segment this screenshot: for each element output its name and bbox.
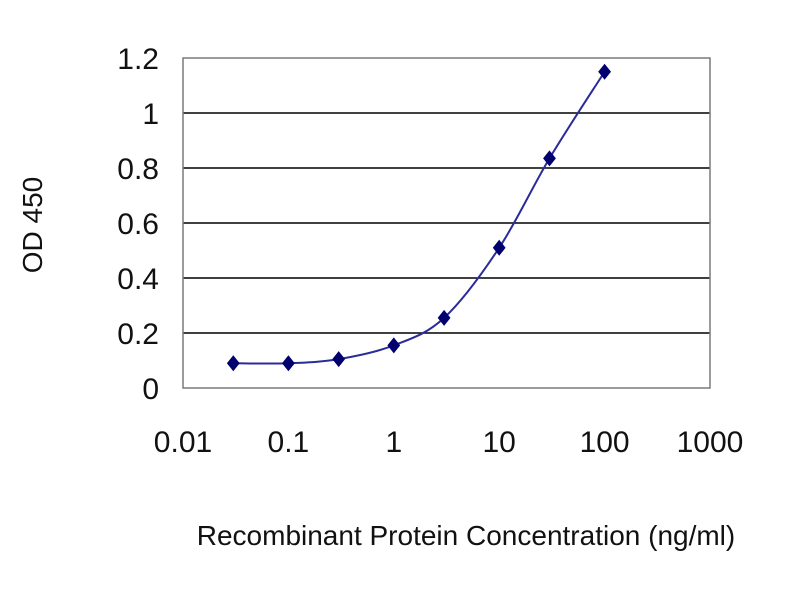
- x-tick-label: 1: [385, 426, 402, 459]
- x-tick-label: 1000: [677, 426, 744, 459]
- data-point: [543, 150, 556, 167]
- y-tick-label: 1: [142, 98, 159, 131]
- data-point: [387, 337, 401, 354]
- y-tick-label: 0.6: [117, 208, 159, 241]
- x-tick-label: 10: [483, 426, 516, 459]
- data-point: [226, 355, 240, 372]
- y-tick-label: 0.2: [117, 318, 159, 351]
- y-axis-label: OD 450: [17, 177, 48, 274]
- data-point: [282, 355, 295, 372]
- x-tick-label: 100: [580, 426, 630, 459]
- data-point: [437, 309, 451, 326]
- x-tick-label: 0.1: [268, 426, 310, 459]
- x-tick-label: 0.01: [154, 426, 212, 459]
- data-point: [492, 239, 506, 256]
- data-point: [598, 63, 611, 80]
- y-tick-label: 0.8: [117, 153, 159, 186]
- y-tick-label: 0.4: [117, 263, 159, 296]
- y-axis-ticks: 0 0.2 0.4 0.6 0.8 1 1.2: [117, 43, 159, 406]
- data-point: [332, 351, 346, 368]
- x-axis-ticks: 0.01 0.1 1 10 100 1000: [154, 426, 744, 459]
- y-tick-label: 0: [142, 373, 159, 406]
- series-markers: [226, 63, 611, 372]
- y-tick-label: 1.2: [117, 43, 159, 76]
- x-axis-label: Recombinant Protein Concentration (ng/ml…: [197, 520, 735, 551]
- plot-frame: [182, 57, 711, 389]
- grid-lines: [183, 112, 710, 334]
